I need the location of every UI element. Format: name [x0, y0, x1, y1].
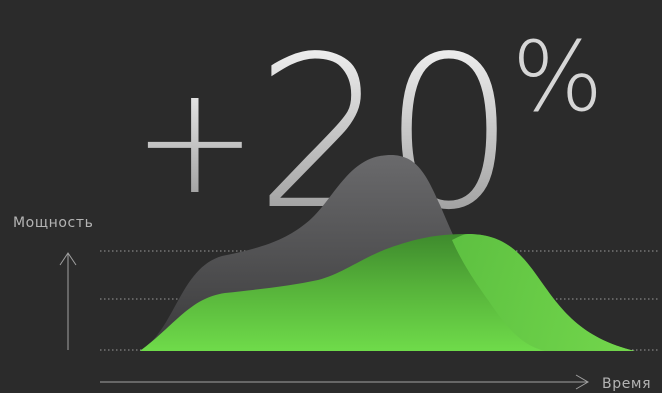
headline-unit: % [512, 21, 603, 133]
x-axis-arrowhead [575, 374, 589, 390]
y-axis-arrowhead [59, 252, 77, 266]
headline-sign: + [132, 54, 258, 228]
series-green-highlight [452, 234, 635, 351]
x-axis-label: Время [602, 376, 651, 392]
y-axis-label: Мощность [13, 215, 93, 231]
